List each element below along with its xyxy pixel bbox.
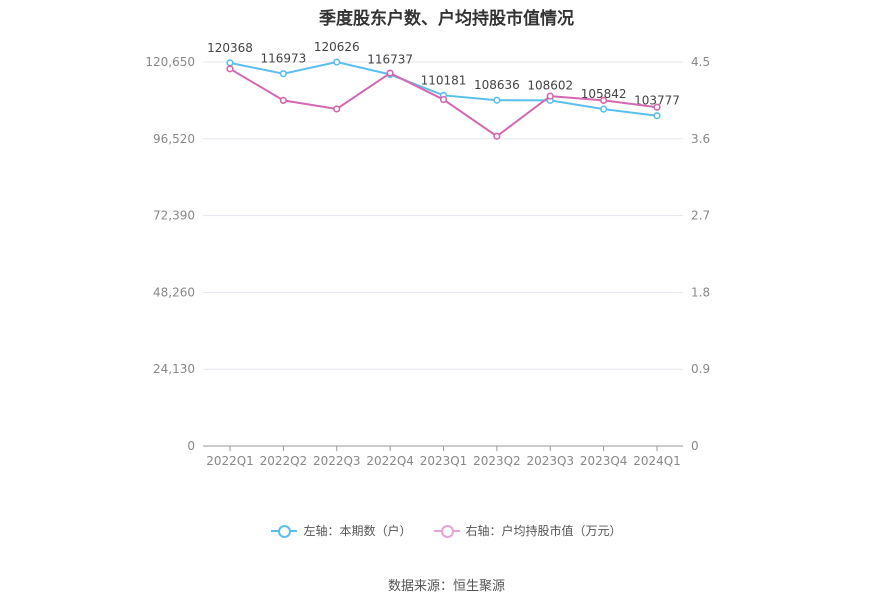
series-point-0: [493, 96, 501, 104]
legend-label-households: 左轴：本期数（户）: [303, 524, 412, 538]
data-label: 116973: [260, 52, 306, 66]
data-label: 116737: [367, 52, 413, 66]
series-point-1: [333, 105, 341, 113]
data-label: 108602: [527, 78, 573, 92]
series-point-0: [333, 58, 341, 66]
x-axis-tick-label: 2023Q4: [580, 454, 628, 468]
data-label: 108636: [474, 78, 520, 92]
data-label: 103777: [634, 94, 680, 108]
x-axis-tick-label: 2023Q1: [420, 454, 468, 468]
x-axis-tick-label: 2023Q2: [473, 454, 521, 468]
series-point-1: [226, 65, 234, 73]
data-label: 120368: [207, 41, 253, 55]
left-axis-tick-label: 120,650: [145, 55, 195, 69]
right-axis-tick-label: 1.8: [691, 285, 710, 299]
series-point-0: [653, 112, 661, 120]
x-axis-tick-label: 2022Q2: [260, 454, 308, 468]
x-axis-tick-label: 2024Q1: [633, 454, 681, 468]
legend-item-households[interactable]: 左轴：本期数（户）: [271, 522, 412, 539]
source-note: 数据来源：恒生聚源: [387, 579, 505, 594]
left-axis-tick-label: 72,390: [153, 209, 195, 223]
series-point-1: [439, 95, 448, 104]
series-point-1: [653, 103, 661, 111]
x-axis-tick-label: 2022Q4: [366, 454, 414, 468]
left-axis-tick-label: 0: [187, 439, 195, 453]
left-axis-tick-label: 24,130: [153, 362, 195, 376]
series-point-0: [279, 70, 287, 78]
data-label: 110181: [421, 73, 467, 87]
legend: 左轴：本期数（户） 右轴：户均持股市值（万元）: [0, 522, 893, 539]
legend-item-avg-value[interactable]: 右轴：户均持股市值（万元）: [433, 522, 622, 539]
chart-title: 季度股东户数、户均持股市值情况: [319, 9, 574, 29]
series-point-1: [600, 96, 608, 104]
series-point-0: [226, 59, 234, 67]
series-point-1: [386, 69, 394, 77]
right-axis-tick-label: 0: [691, 439, 699, 453]
series-point-1: [546, 92, 554, 100]
right-axis-tick-label: 0.9: [691, 362, 710, 376]
left-axis-tick-label: 96,520: [153, 132, 195, 146]
x-axis-tick-label: 2023Q3: [526, 454, 574, 468]
right-axis-tick-label: 2.7: [691, 209, 710, 223]
series-point-1: [279, 96, 287, 104]
right-axis-tick-label: 3.6: [691, 132, 710, 146]
data-label: 105842: [581, 87, 627, 101]
x-axis-tick-label: 2022Q1: [206, 454, 254, 468]
legend-swatch-avg-value: [433, 524, 460, 538]
legend-swatch-households: [271, 524, 298, 538]
series-point-0: [600, 105, 608, 113]
series-point-1: [493, 132, 501, 140]
legend-label-avg-value: 右轴：户均持股市值（万元）: [465, 524, 622, 538]
data-label: 120626: [314, 40, 360, 54]
right-axis-tick-label: 4.5: [691, 55, 710, 69]
x-axis-tick-label: 2022Q3: [313, 454, 361, 468]
left-axis-tick-label: 48,260: [153, 285, 195, 299]
